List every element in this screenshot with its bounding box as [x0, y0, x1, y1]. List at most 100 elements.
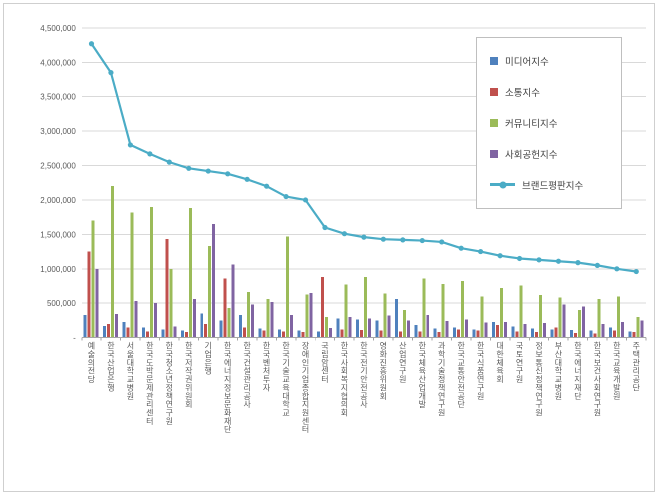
bar-series-3 [114, 314, 118, 338]
bar-series-3 [290, 314, 294, 338]
bar-series-2 [286, 236, 290, 338]
line-marker [419, 237, 425, 244]
line-marker [225, 171, 231, 177]
bar-series-1 [262, 330, 266, 338]
bar-series-1 [398, 331, 402, 338]
line-marker [264, 183, 270, 189]
bar-series-2 [247, 292, 251, 338]
bar-series-1 [282, 331, 286, 338]
bar-series-2 [461, 281, 465, 338]
legend-marker-brand-dot [499, 181, 506, 189]
bar-series-2 [539, 294, 542, 338]
line-marker [516, 255, 523, 262]
y-axis-label: 1,000,000 [40, 265, 76, 274]
bar-series-3 [504, 321, 508, 338]
legend: 미디어지수 소통지수 커뮤니티지수 사회공헌지수 브랜드평판지수 [476, 37, 622, 209]
bar-series-0 [297, 330, 301, 338]
bar-series-1 [612, 330, 616, 338]
line-marker [302, 197, 309, 203]
bar-series-3 [192, 299, 196, 338]
bar-series-2 [558, 297, 562, 338]
line-marker [361, 234, 367, 240]
bar-series-1 [535, 332, 539, 338]
bar-series-3 [581, 306, 585, 338]
bar-series-2 [363, 277, 367, 338]
bar-series-0 [453, 327, 457, 338]
bar-series-3 [153, 303, 157, 338]
bar-series-2 [597, 299, 601, 338]
bar-series-0 [550, 329, 554, 338]
legend-item: 소통지수 [477, 85, 621, 99]
bar-series-2 [188, 208, 192, 338]
y-axis-label: 1,500,000 [40, 230, 76, 239]
bar-series-2 [324, 316, 328, 338]
y-axis-label: 2,500,000 [40, 162, 76, 171]
bar-series-3 [348, 316, 352, 338]
bar-series-1 [204, 323, 208, 338]
legend-marker-brand-line [490, 181, 515, 189]
bar-series-2 [91, 220, 95, 338]
bar-series-1 [165, 239, 169, 338]
bar-series-0 [141, 327, 145, 338]
y-axis-label: 3,500,000 [40, 93, 76, 102]
bar-series-2 [208, 246, 212, 338]
bar-series-2 [422, 278, 426, 338]
bar-series-2 [480, 296, 484, 338]
line-marker [283, 193, 289, 200]
bar-series-3 [134, 301, 138, 338]
line-marker [166, 159, 172, 165]
bar-series-1 [320, 277, 324, 338]
chart-frame: - 500,000 1,000,000 1,500,000 2,000,000 2,500… [3, 3, 655, 492]
bar-series-0 [433, 328, 437, 338]
line-marker [400, 237, 406, 243]
bar-series-1 [184, 332, 188, 338]
bar-series-2 [441, 283, 445, 338]
line-marker [536, 257, 542, 263]
bar-series-1 [87, 251, 91, 338]
bar-series-3 [465, 319, 469, 338]
line-marker [497, 253, 503, 259]
bar-series-0 [239, 314, 243, 338]
bar-series-1 [126, 327, 130, 338]
line-marker [380, 236, 386, 242]
bar-series-0 [258, 328, 262, 338]
bar-series-3 [484, 322, 488, 338]
bar-series-0 [83, 314, 87, 338]
bar-series-1 [437, 332, 441, 338]
y-axis-label: - [73, 334, 76, 343]
line-marker [633, 268, 639, 275]
bar-series-0 [531, 328, 535, 338]
bar-series-1 [340, 329, 344, 338]
legend-item: 커뮤니티지수 [477, 116, 621, 130]
y-axis-label: 2,000,000 [40, 196, 76, 205]
bar-series-3 [523, 323, 527, 338]
bar-series-3 [542, 323, 546, 338]
bar-series-1 [106, 323, 110, 338]
bar-series-1 [301, 332, 305, 338]
bar-series-2 [577, 310, 581, 338]
legend-label: 소통지수 [505, 88, 540, 100]
bar-series-3 [212, 224, 216, 338]
line-marker [108, 70, 114, 76]
bar-series-2 [227, 308, 231, 338]
line-marker [341, 231, 348, 237]
bar-series-2 [169, 268, 173, 338]
bar-series-0 [122, 321, 126, 338]
